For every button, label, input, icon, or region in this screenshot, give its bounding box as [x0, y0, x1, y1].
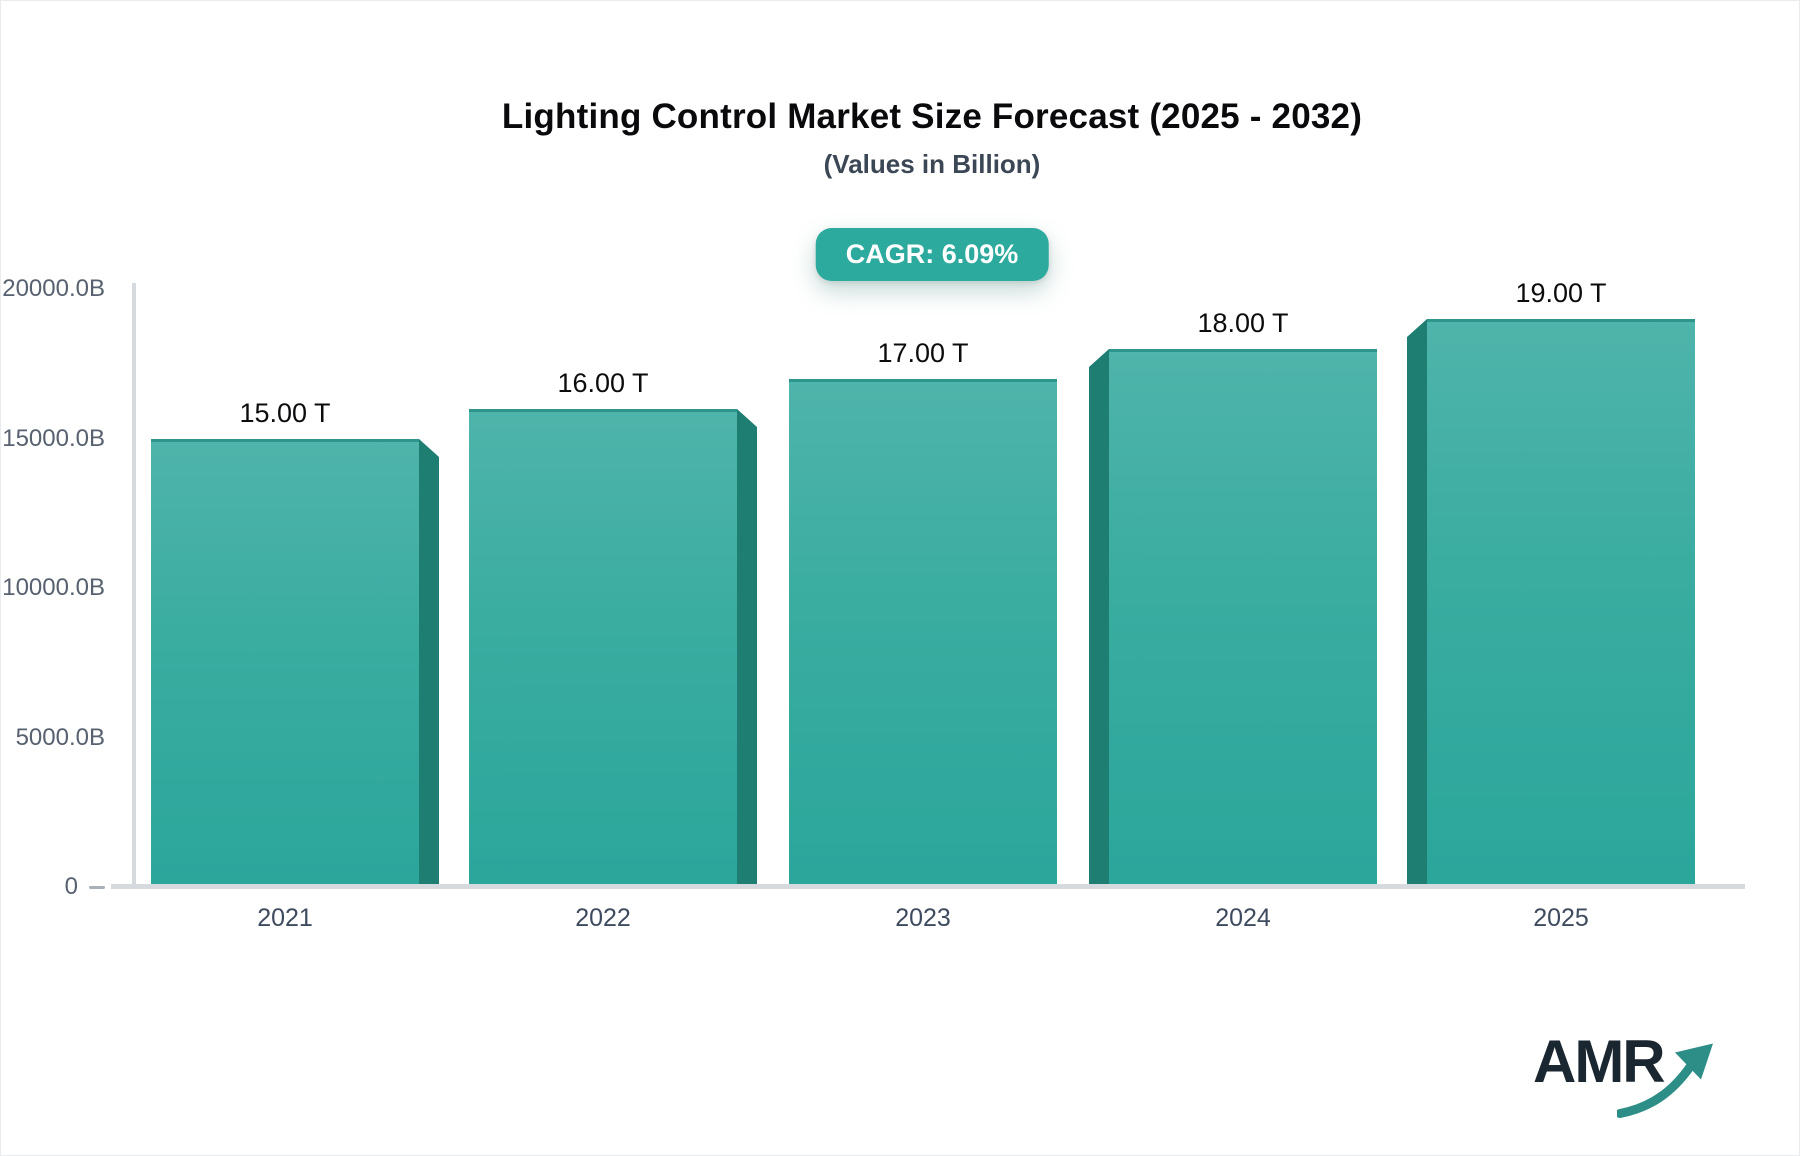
y-tick-text: 15000.0B	[2, 424, 105, 452]
bar-side-panel	[1089, 349, 1109, 887]
bar-2024	[1109, 349, 1377, 887]
x-tick-label: 2023	[895, 904, 951, 932]
x-axis-line	[111, 884, 1745, 889]
x-tick-label: 2025	[1533, 904, 1589, 932]
y-tick-label: 20000.0B	[1, 275, 105, 303]
x-tick-label: 2022	[575, 904, 631, 932]
logo-text: AMR	[1533, 1028, 1666, 1095]
bar-2022	[469, 409, 737, 887]
x-tick-label: 2021	[257, 904, 313, 932]
bar-side-panel	[419, 439, 439, 887]
y-tick-label: 0	[1, 873, 105, 901]
amr-logo: AMR	[1533, 1027, 1723, 1119]
y-tick-label: 5000.0B	[1, 724, 105, 752]
y-tick-label: 10000.0B	[1, 574, 105, 602]
y-tick-text: 20000.0B	[2, 275, 105, 302]
bar-side-panel	[1407, 319, 1427, 887]
x-tick-label: 2024	[1215, 904, 1271, 932]
bar-value-label: 15.00 T	[239, 398, 331, 428]
bar-value-label: 19.00 T	[1515, 278, 1607, 308]
bar-value-label: 18.00 T	[1197, 308, 1289, 338]
bar-value-label: 17.00 T	[877, 338, 969, 368]
page-subtitle: (Values in Billion)	[823, 149, 1041, 179]
bar-2021	[151, 439, 419, 887]
page-title: Lighting Control Market Size Forecast (2…	[501, 97, 1363, 136]
bar-2025	[1427, 319, 1695, 887]
bar-2023	[789, 379, 1057, 887]
y-tick-text: 5000.0B	[15, 723, 105, 751]
y-tick-text: 10000.0B	[2, 574, 105, 601]
y-axis-line	[132, 283, 136, 887]
trend-up-arrow-icon	[1617, 1043, 1713, 1118]
bar-side-panel	[737, 409, 757, 887]
bar-value-label: 16.00 T	[557, 368, 649, 398]
zero-tick-dash	[89, 886, 105, 890]
y-tick-text: 0	[64, 873, 78, 900]
y-tick-label: 15000.0B	[1, 425, 105, 453]
cagr-badge: CAGR: 6.09%	[815, 228, 1049, 281]
